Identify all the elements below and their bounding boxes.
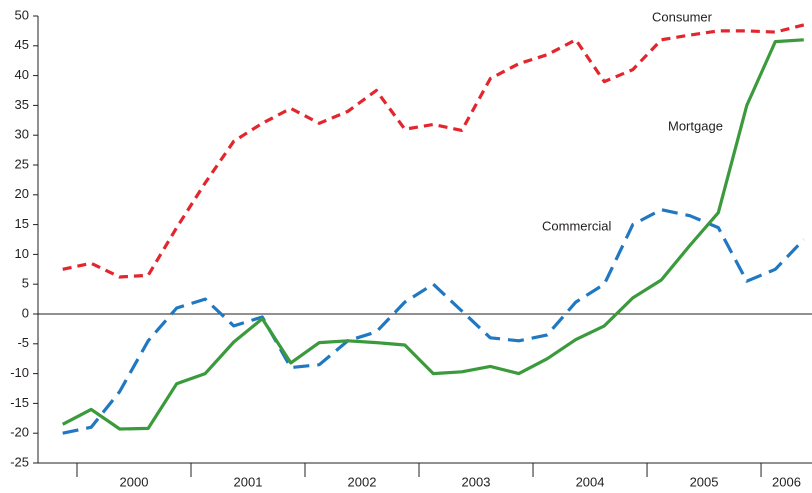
y-tick-label: 30 bbox=[15, 127, 29, 142]
y-tick-label: 50 bbox=[15, 7, 29, 22]
y-tick-label: -25 bbox=[10, 454, 29, 469]
x-tick-label: 2002 bbox=[348, 474, 377, 489]
y-tick-label: -20 bbox=[10, 425, 29, 440]
series-label: Consumer bbox=[652, 9, 713, 24]
series-label: Mortgage bbox=[668, 118, 723, 133]
y-tick-label: 20 bbox=[15, 186, 29, 201]
y-tick-label: 40 bbox=[15, 67, 29, 82]
y-tick-label: -5 bbox=[17, 335, 29, 350]
x-tick-label: 2005 bbox=[690, 474, 719, 489]
y-tick-label: 15 bbox=[15, 216, 29, 231]
x-tick-label: 2004 bbox=[576, 474, 605, 489]
y-tick-label: -10 bbox=[10, 365, 29, 380]
y-tick-label: -15 bbox=[10, 395, 29, 410]
y-tick-label: 0 bbox=[22, 305, 29, 320]
series-line bbox=[62, 23, 805, 279]
x-tick-label: 2000 bbox=[120, 474, 149, 489]
x-tick-label: 2003 bbox=[462, 474, 491, 489]
series-label: Commercial bbox=[542, 218, 611, 233]
series-line bbox=[61, 38, 804, 431]
y-tick-label: 10 bbox=[15, 246, 29, 261]
y-tick-label: 35 bbox=[15, 97, 29, 112]
y-tick-label: 25 bbox=[15, 156, 29, 171]
y-tick-label: 45 bbox=[15, 37, 29, 52]
y-tick-label: 5 bbox=[22, 276, 29, 291]
x-tick-label: 2006 bbox=[772, 474, 801, 489]
x-tick-label: 2001 bbox=[234, 474, 263, 489]
